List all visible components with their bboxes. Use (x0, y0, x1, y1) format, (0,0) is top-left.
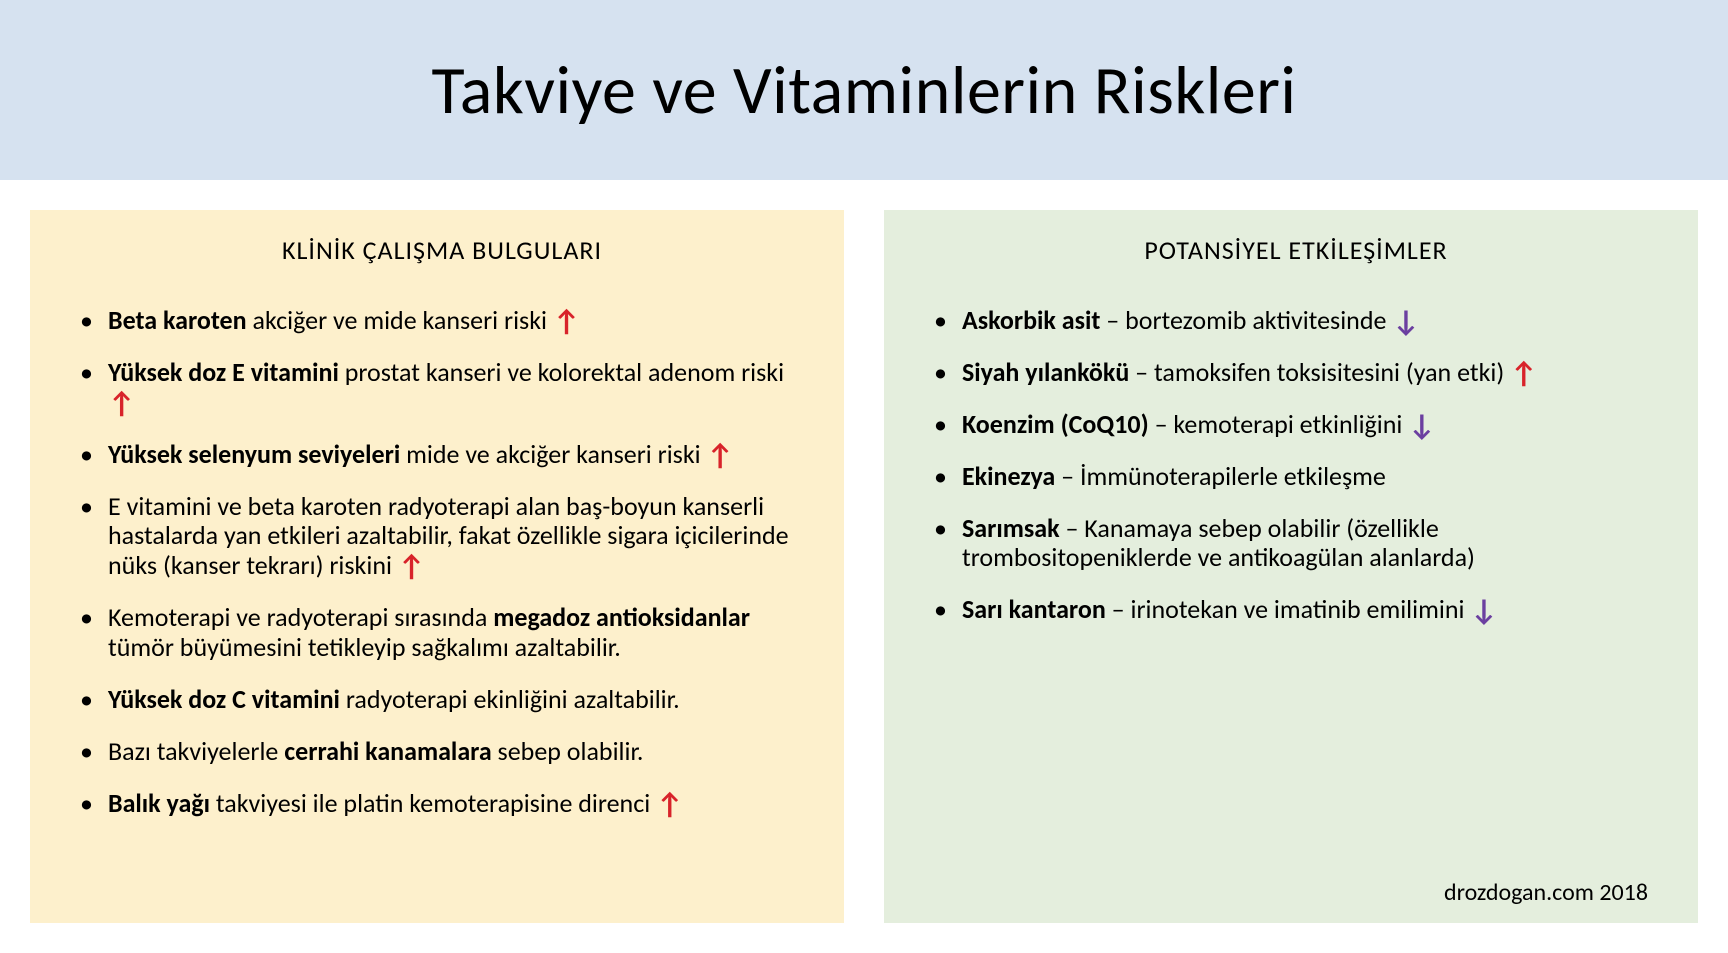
text-segment: megadoz antioksidanlar (493, 601, 750, 633)
arrow-up-icon: ↑ (553, 303, 580, 340)
text-segment: Yüksek doz E vitamini (108, 356, 345, 388)
text-segment: mide ve akciğer kanseri riski (406, 438, 706, 470)
text-segment: takviyesi ile platin kemoterapisine dire… (216, 787, 656, 819)
text-segment: Bazı takviyelerle (108, 735, 284, 767)
footer-credit: drozdogan.com 2018 (1444, 878, 1648, 907)
left-list: Beta karoten akciğer ve mide kanseri ris… (80, 306, 804, 819)
text-segment: E vitamini ve beta karoten radyoterapi a… (108, 490, 789, 582)
text-segment: akciğer ve mide kanseri riski (252, 304, 552, 336)
text-segment: – irinotekan ve imatinib emilimini (1112, 593, 1471, 625)
text-segment: – tamoksifen toksisitesini (yan etki) (1135, 356, 1510, 388)
left-heading: KLİNİK ÇALIŞMA BULGULARI (80, 234, 804, 266)
list-item: Kemoterapi ve radyoterapi sırasında mega… (80, 603, 804, 663)
arrow-up-icon: ↑ (656, 786, 683, 823)
text-segment: Askorbik asit (962, 304, 1106, 336)
text-segment: Beta karoten (108, 304, 252, 336)
text-segment: Yüksek doz C vitamini (108, 683, 346, 715)
text-segment: tümör büyümesini tetikleyip sağkalımı az… (108, 631, 621, 663)
list-item: Yüksek selenyum seviyeleri mide ve akciğ… (80, 440, 804, 470)
list-item: Askorbik asit – bortezomib aktivitesinde… (934, 306, 1658, 336)
list-item: Sarımsak – Kanamaya sebep olabilir (özel… (934, 514, 1658, 574)
columns: KLİNİK ÇALIŞMA BULGULARI Beta karoten ak… (30, 210, 1698, 923)
list-item: Bazı takviyelerle cerrahi kanamalara seb… (80, 737, 804, 767)
left-column: KLİNİK ÇALIŞMA BULGULARI Beta karoten ak… (30, 210, 844, 923)
slide: Takviye ve Vitaminlerin Riskleri KLİNİK … (0, 0, 1728, 953)
list-item: Ekinezya – İmmünoterapilerle etkileşme (934, 462, 1658, 492)
text-segment: cerrahi kanamalara (284, 735, 497, 767)
arrow-up-icon: ↑ (108, 385, 135, 422)
text-segment: Ekinezya (962, 460, 1061, 492)
list-item: Beta karoten akciğer ve mide kanseri ris… (80, 306, 804, 336)
text-segment: Yüksek selenyum seviyeleri (108, 438, 406, 470)
list-item: Balık yağı takviyesi ile platin kemotera… (80, 789, 804, 819)
text-segment: Koenzim (CoQ10) (962, 408, 1155, 440)
title-bar: Takviye ve Vitaminlerin Riskleri (0, 0, 1728, 180)
right-column: POTANSİYEL ETKİLEŞİMLER Askorbik asit – … (884, 210, 1698, 923)
right-list: Askorbik asit – bortezomib aktivitesinde… (934, 306, 1658, 625)
list-item: Siyah yılankökü – tamoksifen toksisitesi… (934, 358, 1658, 388)
list-item: Koenzim (CoQ10) – kemoterapi etkinliğini… (934, 410, 1658, 440)
text-segment: Siyah yılankökü (962, 356, 1135, 388)
list-item: Yüksek doz E vitamini prostat kanseri ve… (80, 358, 804, 418)
arrow-up-icon: ↑ (707, 437, 734, 474)
right-heading: POTANSİYEL ETKİLEŞİMLER (934, 234, 1658, 266)
text-segment: – bortezomib aktivitesinde (1106, 304, 1392, 336)
text-segment: prostat kanseri ve kolorektal adenom ris… (345, 356, 784, 388)
text-segment: – kemoterapi etkinliğini (1155, 408, 1409, 440)
list-item: Sarı kantaron – irinotekan ve imatinib e… (934, 595, 1658, 625)
arrow-down-icon: ↓ (1392, 303, 1419, 340)
arrow-up-icon: ↑ (398, 548, 425, 585)
arrow-down-icon: ↓ (1408, 407, 1435, 444)
slide-title: Takviye ve Vitaminlerin Riskleri (431, 49, 1296, 132)
list-item: Yüksek doz C vitamini radyoterapi ekinli… (80, 685, 804, 715)
text-segment: Balık yağı (108, 787, 216, 819)
text-segment: Kemoterapi ve radyoterapi sırasında (108, 601, 493, 633)
text-segment: radyoterapi ekinliğini azaltabilir. (346, 683, 680, 715)
arrow-down-icon: ↓ (1470, 592, 1497, 629)
list-item: E vitamini ve beta karoten radyoterapi a… (80, 492, 804, 582)
text-segment: Sarımsak (962, 512, 1065, 544)
text-segment: sebep olabilir. (498, 735, 644, 767)
text-segment: Sarı kantaron (962, 593, 1112, 625)
arrow-up-icon: ↑ (1510, 355, 1537, 392)
text-segment: – İmmünoterapilerle etkileşme (1061, 460, 1386, 492)
